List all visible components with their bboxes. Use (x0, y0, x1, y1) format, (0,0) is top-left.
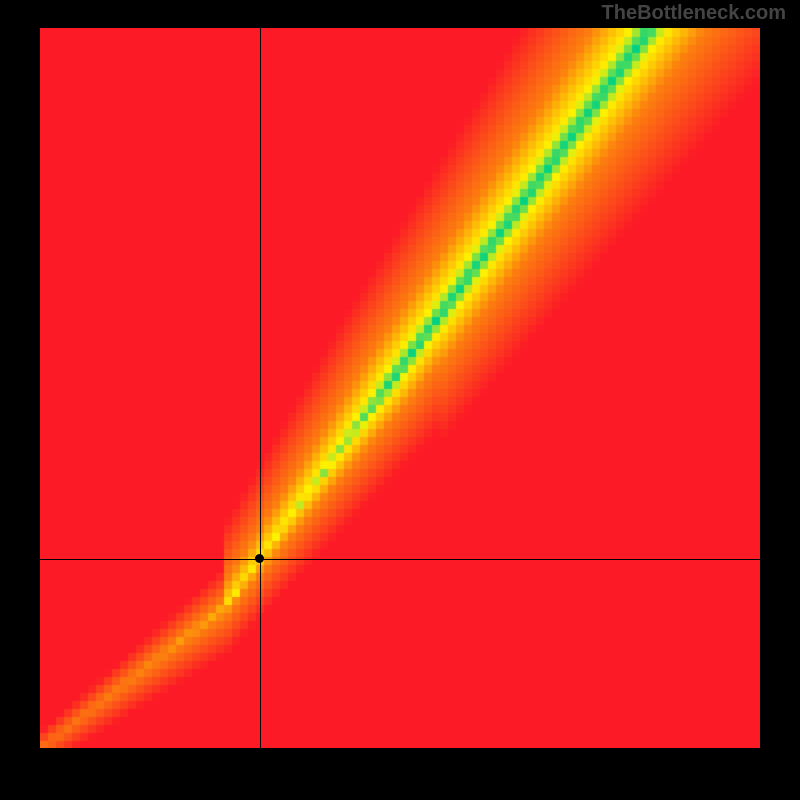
heatmap-canvas (40, 28, 760, 748)
crosshair-vertical (260, 28, 261, 748)
watermark-text: TheBottleneck.com (602, 2, 786, 25)
chart-container: TheBottleneck.com (0, 0, 800, 800)
crosshair-horizontal (40, 559, 760, 560)
